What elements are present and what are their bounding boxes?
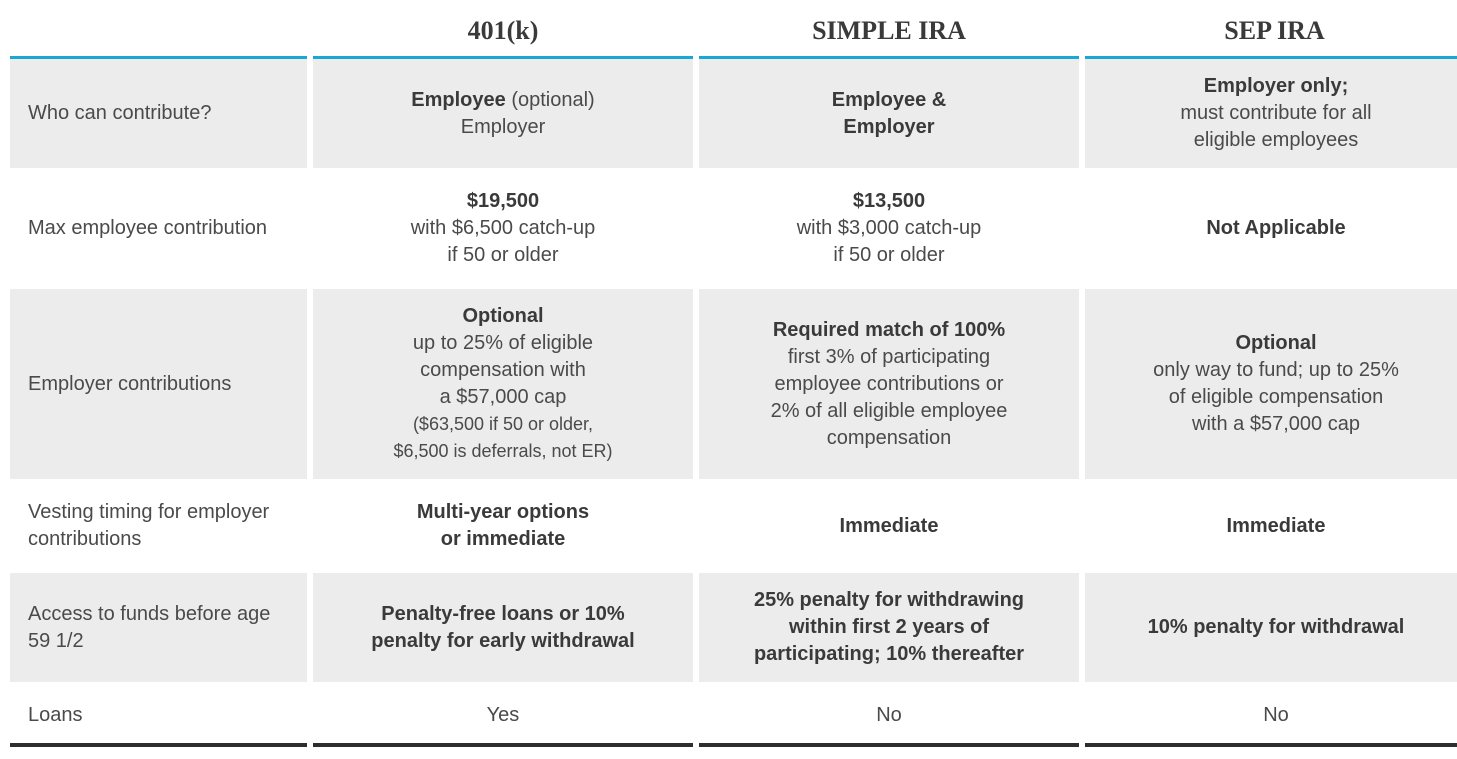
cell-text: Immediate <box>1227 515 1326 537</box>
cell-text: if 50 or older <box>447 244 558 266</box>
cell-text: compensation with <box>420 359 586 381</box>
table-cell: Employer only; must contribute for all eli… <box>1082 58 1457 172</box>
cell-text: with $3,000 catch-up <box>797 217 982 239</box>
cell-text: Penalty-free loans or 10% <box>381 603 624 625</box>
cell-text: of eligible compensation <box>1169 386 1384 408</box>
cell-text: 2% of all eligible employee <box>771 400 1008 422</box>
cell-text: No <box>1263 704 1289 726</box>
cell-text: No <box>876 704 902 726</box>
cell-paren: (optional) <box>506 89 595 111</box>
table-row: Employer contributions Optional up to 25% … <box>10 286 1457 482</box>
table-cell: Required match of 100% first 3% of partic… <box>696 286 1082 482</box>
cell-text: ($63,500 if 50 or older, <box>413 414 593 434</box>
cell-text: or immediate <box>441 528 565 550</box>
table-cell: $19,500 with $6,500 catch-up if 50 or olde… <box>310 171 696 286</box>
table-row: Who can contribute?Employee (optional)Em… <box>10 58 1457 172</box>
cell-text: eligible employees <box>1194 129 1359 151</box>
row-label: Employer contributions <box>10 286 310 482</box>
cell-text: with a $57,000 cap <box>1192 413 1360 435</box>
table-cell: Multi-year options or immediate <box>310 482 696 570</box>
cell-text: with $6,500 catch-up <box>411 217 596 239</box>
header-blank <box>10 10 310 58</box>
table-cell: Employee (optional) Employer <box>310 58 696 172</box>
cell-text: Yes <box>487 704 520 726</box>
table-cell: Optional up to 25% of eligible compensatio… <box>310 286 696 482</box>
cell-text: Multi-year options <box>417 501 589 523</box>
table-row: Max employee contribution $19,500 with $6,… <box>10 171 1457 286</box>
cell-text: Immediate <box>840 515 939 537</box>
retirement-plan-comparison-table: 401(k) SIMPLE IRA SEP IRA Who can contri… <box>10 10 1457 747</box>
table-cell: 10% penalty for withdrawal <box>1082 570 1457 685</box>
row-label: Max employee contribution <box>10 171 310 286</box>
table-cell: Employee & Employer <box>696 58 1082 172</box>
table-cell: Optional only way to fund; up to 25% of el… <box>1082 286 1457 482</box>
table-cell: Immediate <box>1082 482 1457 570</box>
cell-text: Employer <box>843 116 934 138</box>
header-sep-ira: SEP IRA <box>1082 10 1457 58</box>
row-label: Access to funds before age 59 1/2 <box>10 570 310 685</box>
cell-text: Not Applicable <box>1206 217 1345 239</box>
table-cell: Immediate <box>696 482 1082 570</box>
cell-text: $19,500 <box>467 190 539 212</box>
cell-text: only way to fund; up to 25% <box>1153 359 1399 381</box>
cell-text: Required match of 100% <box>773 319 1005 341</box>
cell-text: within first 2 years of <box>789 616 989 638</box>
table-cell: Penalty-free loans or 10% penalty for ear… <box>310 570 696 685</box>
cell-text: employee contributions or <box>774 373 1003 395</box>
cell-text: participating; 10% thereafter <box>754 643 1024 665</box>
cell-text: up to 25% of eligible <box>413 332 593 354</box>
table-header-row: 401(k) SIMPLE IRA SEP IRA <box>10 10 1457 58</box>
table-cell: Not Applicable <box>1082 171 1457 286</box>
cell-text: $6,500 is deferrals, not ER) <box>393 441 612 461</box>
table-cell: Yes <box>310 685 696 745</box>
cell-text: first 3% of participating <box>788 346 990 368</box>
cell-text: a $57,000 cap <box>440 386 567 408</box>
cell-text: must contribute for all <box>1180 102 1371 124</box>
header-401k: 401(k) <box>310 10 696 58</box>
row-label: Vesting timing for employer contribution… <box>10 482 310 570</box>
cell-text: 25% penalty for withdrawing <box>754 589 1024 611</box>
table-row: Loans Yes No No <box>10 685 1457 745</box>
cell-text: Employer only; <box>1204 75 1348 97</box>
cell-text: Employer <box>461 116 545 138</box>
row-label: Loans <box>10 685 310 745</box>
table-row: Vesting timing for employer contribution… <box>10 482 1457 570</box>
cell-text: Optional <box>462 305 543 327</box>
table-cell: $13,500 with $3,000 catch-up if 50 or olde… <box>696 171 1082 286</box>
cell-text: if 50 or older <box>833 244 944 266</box>
table-cell: No <box>1082 685 1457 745</box>
table-cell: No <box>696 685 1082 745</box>
cell-text: compensation <box>827 427 952 449</box>
cell-text: penalty for early withdrawal <box>371 630 634 652</box>
cell-text: Employee & <box>832 89 946 111</box>
cell-text: Optional <box>1235 332 1316 354</box>
table-cell: 25% penalty for withdrawing within first … <box>696 570 1082 685</box>
cell-text: 10% penalty for withdrawal <box>1148 616 1405 638</box>
header-simple-ira: SIMPLE IRA <box>696 10 1082 58</box>
row-label: Who can contribute? <box>10 58 310 172</box>
cell-text: Employee <box>411 89 505 111</box>
table-row: Access to funds before age 59 1/2Penalty… <box>10 570 1457 685</box>
cell-text: $13,500 <box>853 190 925 212</box>
